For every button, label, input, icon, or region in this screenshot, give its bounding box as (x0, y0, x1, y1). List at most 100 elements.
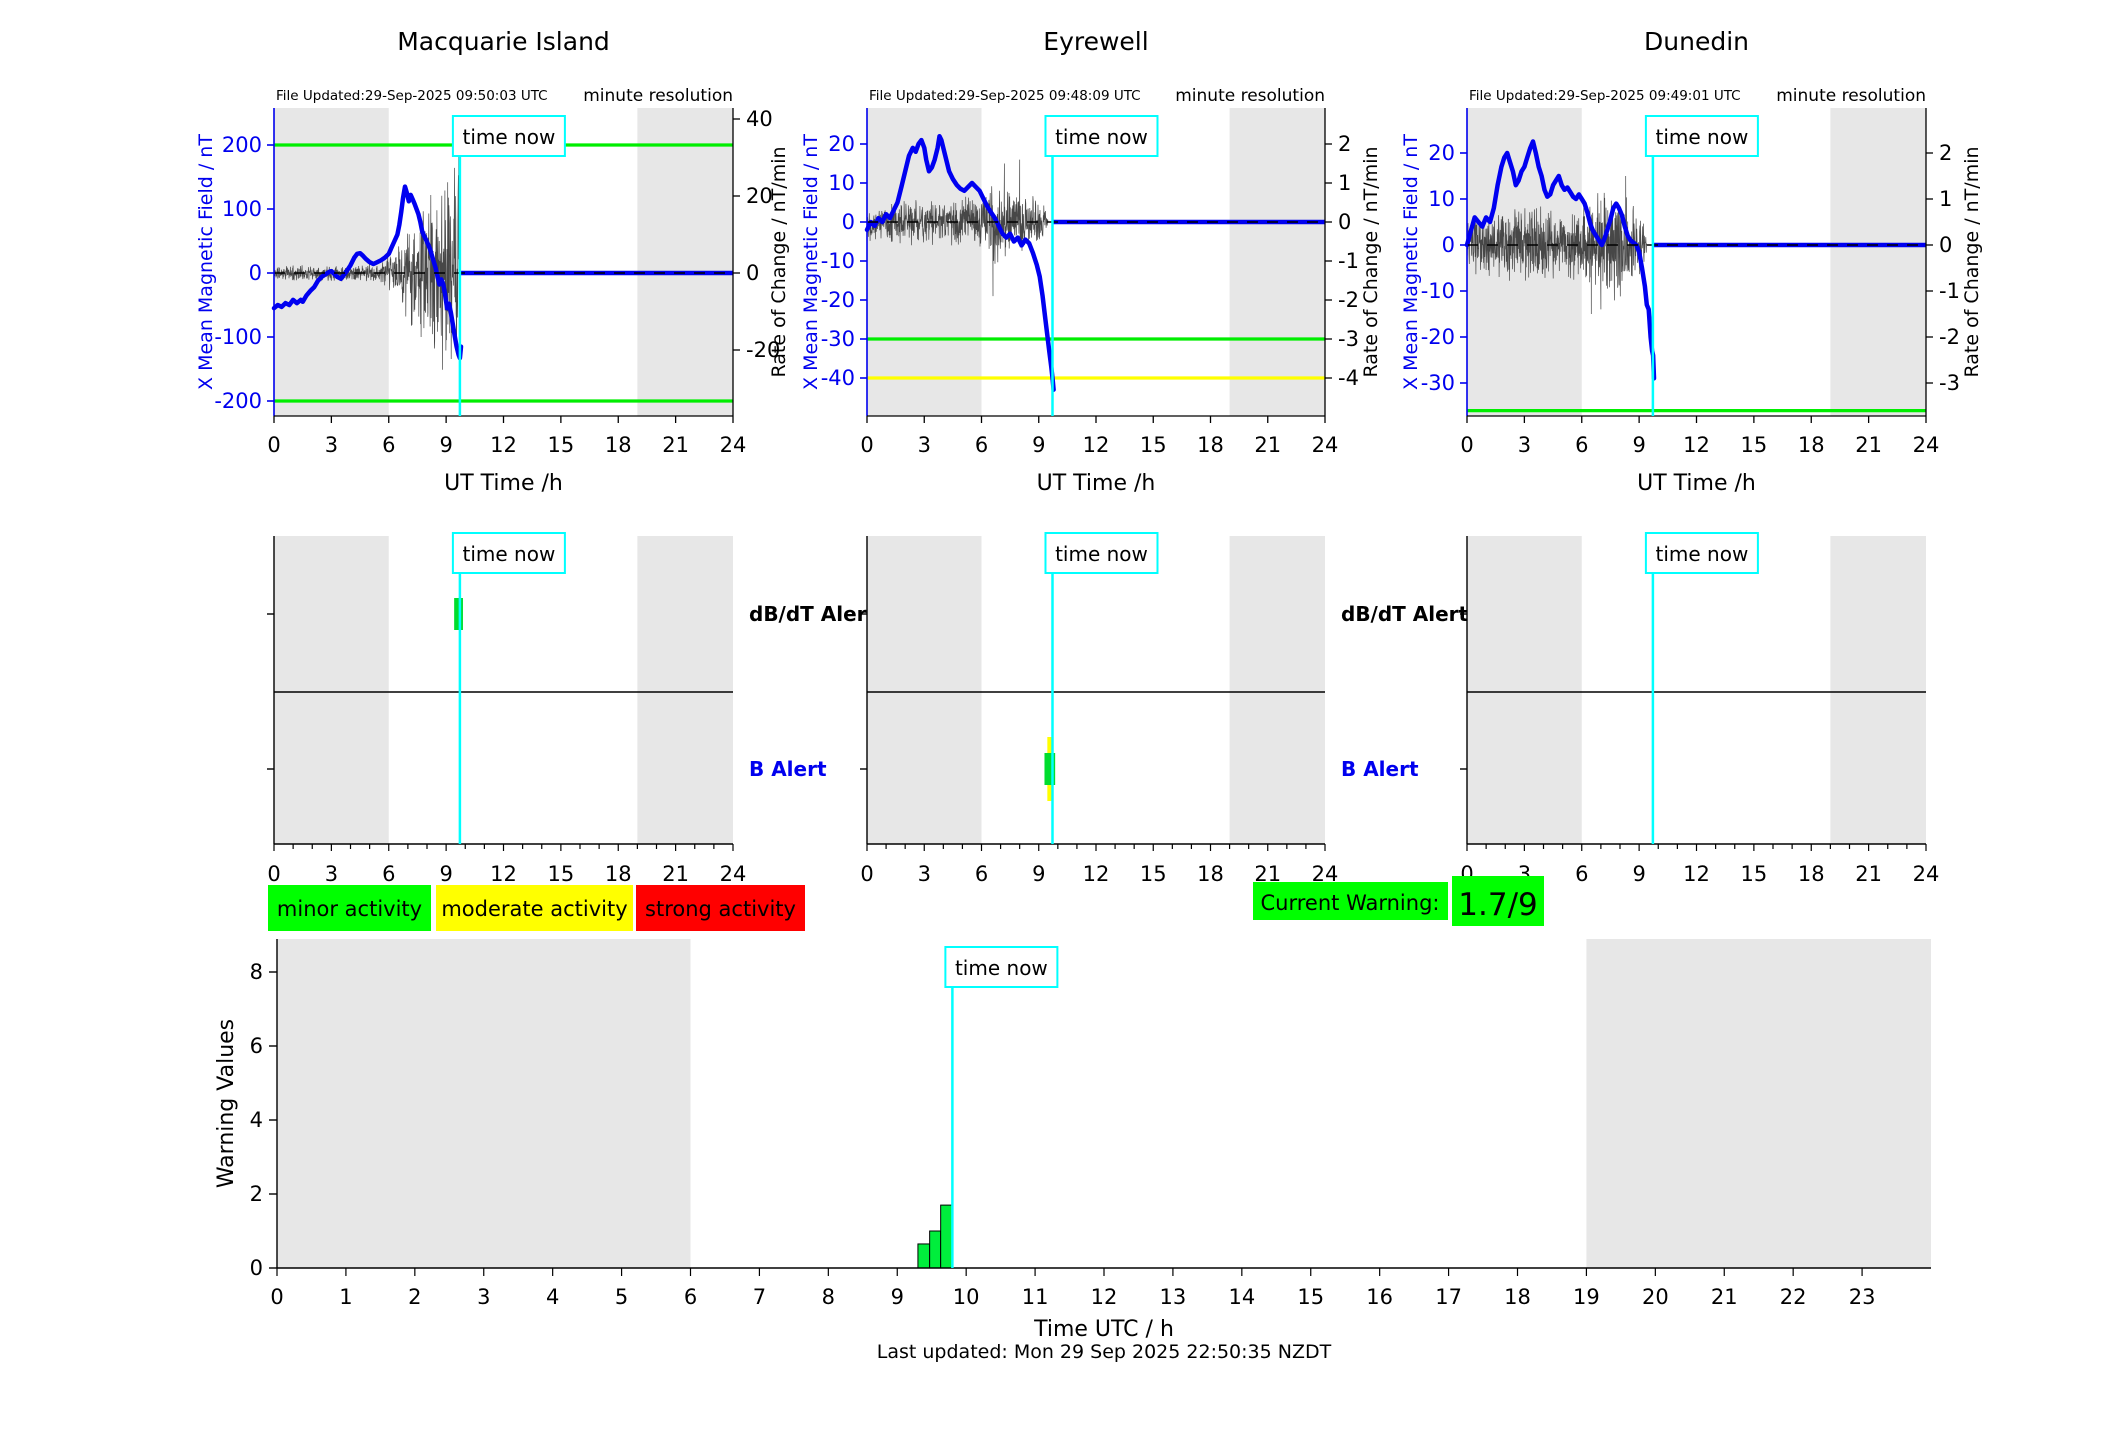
x-tick-label: 6 (382, 862, 395, 886)
time-now-label-field-2: time now (1655, 125, 1748, 149)
x-tick-label: 15 (1297, 1285, 1324, 1309)
time-now-box-warning-0 (944, 946, 1059, 988)
x-tick-label: 3 (1518, 433, 1531, 457)
x-tick-label: 16 (1366, 1285, 1393, 1309)
right-tick-label: -1 (1939, 279, 1960, 303)
left-tick-label: 10 (828, 171, 855, 195)
y-tick-label: 0 (250, 1256, 263, 1280)
x-tick-label: 18 (1197, 433, 1224, 457)
station-chart-eyrewell: Eyrewell File Updated:29-Sep-2025 09:48:0… (800, 27, 1382, 496)
x-tick-label: 0 (270, 1285, 283, 1309)
right-tick-label: 0 (1338, 210, 1351, 234)
alert-chart-macquarie-island: 0 3 6 9 12 15 18 21 24 dB/dT Alert B Alert time now (267, 532, 877, 886)
night-band (867, 536, 982, 844)
minute-resolution-label: minute resolution (1776, 86, 1926, 106)
time-now-label-alert-0: time now (462, 542, 555, 566)
right-tick-label: 0 (1939, 233, 1952, 257)
x-tick-label: 3 (918, 862, 931, 886)
legend-swatch-green (268, 885, 431, 931)
station-title: Dunedin (1644, 27, 1749, 56)
x-tick-label: 12 (1091, 1285, 1118, 1309)
legend-item-yellow: moderate activity (436, 885, 633, 931)
x-tick-label: 9 (1632, 862, 1645, 886)
night-band (637, 536, 733, 844)
left-tick-label: -40 (821, 366, 855, 390)
night-band (277, 939, 691, 1268)
x-tick-label: 12 (490, 433, 517, 457)
x-tick-label: 2 (408, 1285, 421, 1309)
right-tick-label: 40 (746, 107, 773, 131)
time-now-label-field-1: time now (1055, 125, 1148, 149)
right-tick-label: 2 (1338, 132, 1351, 156)
station-alert-charts: 0 3 6 9 12 15 18 21 24 dB/dT Alert B Alert time now… (267, 532, 1940, 886)
alert-bar-green (1044, 753, 1056, 785)
x-tick-label: 12 (1083, 862, 1110, 886)
dbdt-alert-label: dB/dT Alert (1341, 602, 1469, 626)
x-tick-label: 9 (891, 1285, 904, 1309)
mean-field-line (864, 133, 1056, 392)
x-tick-label: 12 (1683, 862, 1710, 886)
right-tick-label: -4 (1338, 366, 1359, 390)
legend-swatch-yellow (436, 885, 633, 931)
x-tick-label: 15 (548, 862, 575, 886)
warning-bar (940, 1204, 953, 1269)
x-tick-label: 21 (1254, 433, 1281, 457)
mean-field-line (1464, 139, 1657, 381)
rate-of-change-noise-line (273, 141, 460, 370)
y-tick-label: 2 (250, 1182, 263, 1206)
night-band (637, 108, 733, 416)
left-tick-label: -30 (821, 327, 855, 351)
x-tick-label: 0 (1460, 433, 1473, 457)
x-tick-label: 12 (490, 862, 517, 886)
y-tick-label: 6 (250, 1034, 263, 1058)
left-tick-label: -200 (214, 389, 262, 413)
x-tick-label: 15 (1741, 862, 1768, 886)
x-tick-label: 3 (325, 433, 338, 457)
x-tick-label: 18 (1197, 862, 1224, 886)
left-axis-label: X Mean Magnetic Field / nT (1400, 134, 1422, 390)
right-tick-label: 0 (746, 261, 759, 285)
x-tick-label: 24 (1312, 433, 1339, 457)
x-tick-label: 21 (1711, 1285, 1738, 1309)
x-tick-label: 21 (662, 433, 689, 457)
time-now-label-alert-1: time now (1055, 542, 1148, 566)
x-tick-label: 6 (1575, 862, 1588, 886)
x-tick-label: 0 (860, 433, 873, 457)
x-tick-label: 9 (439, 862, 452, 886)
x-tick-label: 8 (822, 1285, 835, 1309)
b-alert-label: B Alert (1341, 757, 1419, 781)
time-now-box-field-0 (451, 115, 566, 157)
warning-bar (917, 1243, 931, 1269)
x-tick-label: 18 (605, 862, 632, 886)
x-axis-label: UT Time /h (1037, 471, 1156, 496)
station-chart-macquarie-island: Macquarie Island File Updated:29-Sep-2025… (195, 27, 790, 496)
x-tick-label: 24 (720, 433, 747, 457)
left-axis-label: X Mean Magnetic Field / nT (195, 134, 217, 390)
x-tick-label: 18 (605, 433, 632, 457)
x-tick-label: 21 (1855, 862, 1882, 886)
left-axis-label: X Mean Magnetic Field / nT (800, 134, 822, 390)
left-tick-label: 20 (828, 132, 855, 156)
x-tick-label: 4 (546, 1285, 559, 1309)
legend-item-green: minor activity (268, 885, 431, 931)
current-warning-label-box (1253, 882, 1448, 920)
x-tick-label: 13 (1160, 1285, 1187, 1309)
file-updated-text: File Updated:29-Sep-2025 09:50:03 UTC (276, 88, 548, 104)
legend-item-red: strong activity (636, 885, 805, 931)
current-warning-label: Current Warning: (1261, 891, 1440, 915)
time-now-box-field-2 (1644, 115, 1759, 157)
x-tick-label: 3 (325, 862, 338, 886)
right-axis-label: Rate of Change / nT/min (1360, 146, 1382, 377)
night-band (274, 536, 389, 844)
x-tick-label: 21 (662, 862, 689, 886)
current-warning-value-box (1452, 876, 1544, 926)
time-now-label-alert-2: time now (1655, 542, 1748, 566)
right-tick-label: 1 (1939, 187, 1952, 211)
time-now-box-alert-2 (1644, 532, 1759, 574)
right-tick-label: 2 (1939, 141, 1952, 165)
x-tick-label: 24 (1913, 862, 1940, 886)
dbdt-alert-label: dB/dT Alert (749, 602, 877, 626)
